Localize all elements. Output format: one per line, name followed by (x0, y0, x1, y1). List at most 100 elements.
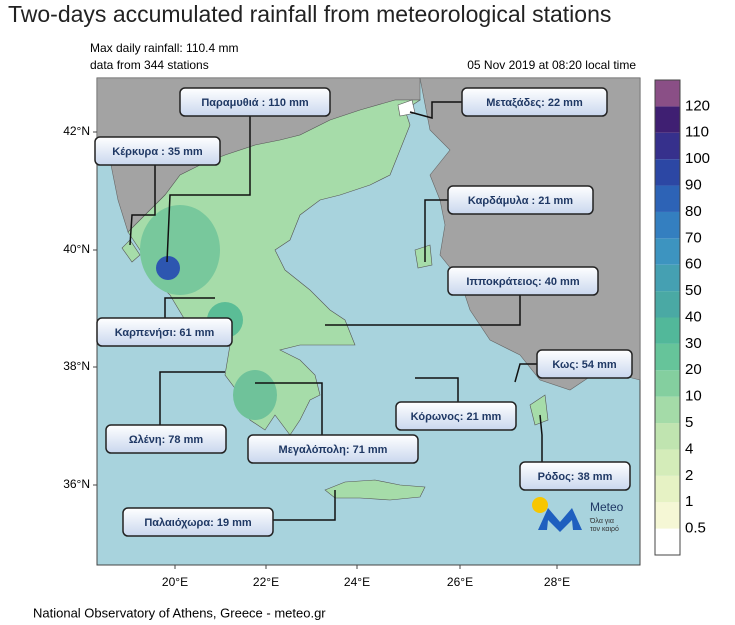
colorbar-label: 0.5 (685, 520, 706, 537)
colorbar-segment (655, 423, 680, 450)
logo-name: Meteo (590, 500, 624, 514)
station-label: Καρπενήσι: 61 mm (115, 327, 215, 339)
colorbar-segment (655, 80, 680, 107)
station-label: Παλαιόχωρα: 19 mm (144, 517, 252, 529)
logo: Meteo Όλα για τον καιρό (532, 497, 624, 533)
lon-label: 28°E (544, 575, 570, 589)
station-box (96, 317, 233, 347)
station-box (105, 424, 227, 454)
colorbar-segment (655, 317, 680, 344)
colorbar-segment (655, 396, 680, 424)
colorbar-label: 4 (685, 440, 693, 457)
logo-sun (532, 497, 548, 513)
max-rainfall: Max daily rainfall: 110.4 mm (90, 41, 239, 55)
colorbar-segment (655, 185, 680, 212)
lat-label: 38°N (63, 359, 90, 373)
station-box (536, 349, 633, 379)
station-box (247, 434, 419, 464)
station-label: Μεταξάδες: 22 mm (486, 97, 583, 109)
colorbar-label: 100 (685, 150, 710, 167)
station-label: Κέρκυρα : 35 mm (112, 146, 203, 158)
station-box (447, 185, 594, 215)
leader-line (159, 371, 225, 425)
leader-line (409, 101, 462, 119)
colorbar-segment (655, 343, 680, 371)
colorbar-segment (655, 238, 680, 265)
colorbar-label: 90 (685, 177, 702, 194)
lat-label: 42°N (63, 124, 90, 138)
colorbar-segment (655, 475, 680, 503)
station-box (519, 461, 631, 491)
colorbar-segment (655, 159, 680, 186)
lon-label: 24°E (344, 575, 370, 589)
rain-peloponnese (233, 370, 277, 420)
logo-tagline: τον καιρό (590, 525, 619, 533)
lat-label: 40°N (63, 242, 90, 256)
colorbar-label: 1 (685, 493, 693, 510)
colorbar-label: 20 (685, 361, 702, 378)
colorbar-label: 110 (685, 124, 709, 141)
station-box (447, 266, 599, 296)
station-label: Ιπποκράτειος: 40 mm (466, 276, 579, 288)
colorbar-segment (655, 502, 680, 529)
timestamp: 05 Nov 2019 at 08:20 local time (467, 58, 636, 72)
rhodes (529, 394, 549, 426)
lon-label: 20°E (162, 575, 188, 589)
colorbar-label: 60 (685, 256, 702, 273)
colorbar-label: 120 (685, 97, 710, 114)
lon-label: 26°E (447, 575, 473, 589)
colorbar-label: 2 (685, 467, 693, 484)
colorbar-label: 5 (685, 414, 693, 431)
footer: National Observatory of Athens, Greece -… (33, 605, 326, 620)
colorbar-label: 40 (685, 308, 702, 325)
colorbar-label: 80 (685, 203, 702, 220)
title: Two-days accumulated rainfall from meteo… (8, 1, 611, 27)
colorbar-label: 70 (685, 229, 702, 246)
colorbar-label: 30 (685, 335, 702, 352)
colorbar-segment (655, 132, 680, 160)
leader-line (255, 382, 323, 435)
stations-count: data from 344 stations (90, 58, 209, 72)
leader-line (273, 490, 336, 521)
leader-line (415, 377, 459, 402)
logo-tagline: Όλα για (589, 518, 614, 525)
station-label: Παραμυθιά : 110 mm (201, 97, 309, 109)
station-label: Μεγαλόπολη: 71 mm (279, 444, 388, 456)
colorbar-segment (655, 449, 680, 476)
rain-peak (156, 256, 180, 280)
leader-line (164, 297, 215, 318)
station-box (94, 136, 221, 166)
lat-label: 36°N (63, 477, 90, 491)
station-label: Ωλένη: 78 mm (129, 434, 204, 446)
colorbar-segment (655, 370, 680, 397)
station-box (179, 87, 331, 117)
colorbar-frame (654, 79, 681, 556)
station-box (461, 87, 608, 117)
station-box (122, 507, 274, 537)
leader-line (325, 295, 521, 326)
leader-line (129, 165, 156, 246)
leader-line (166, 116, 251, 263)
colorbar-segment (655, 528, 680, 555)
station-box (395, 401, 517, 431)
station-label: Ρόδος: 38 mm (538, 471, 613, 483)
colorbar-label: 10 (685, 388, 702, 405)
station-label: Κόρωνος: 21 mm (411, 411, 502, 423)
colorbar-label: 50 (685, 282, 702, 299)
lon-label: 22°E (253, 575, 279, 589)
rain-epirus (140, 205, 220, 295)
leader-line (514, 363, 537, 383)
colorbar-segment (655, 106, 680, 133)
crete (324, 479, 426, 501)
corfu (121, 239, 141, 263)
leader-line (424, 199, 448, 262)
leader-line (539, 414, 543, 462)
colorbar-segment (655, 211, 680, 239)
station-label: Κως: 54 mm (552, 359, 616, 371)
map (96, 77, 641, 566)
station-label: Καρδάμυλα : 21 mm (468, 195, 573, 207)
colorbar-segment (655, 291, 680, 318)
colorbar-segment (655, 264, 680, 292)
logo-mark (538, 508, 582, 532)
